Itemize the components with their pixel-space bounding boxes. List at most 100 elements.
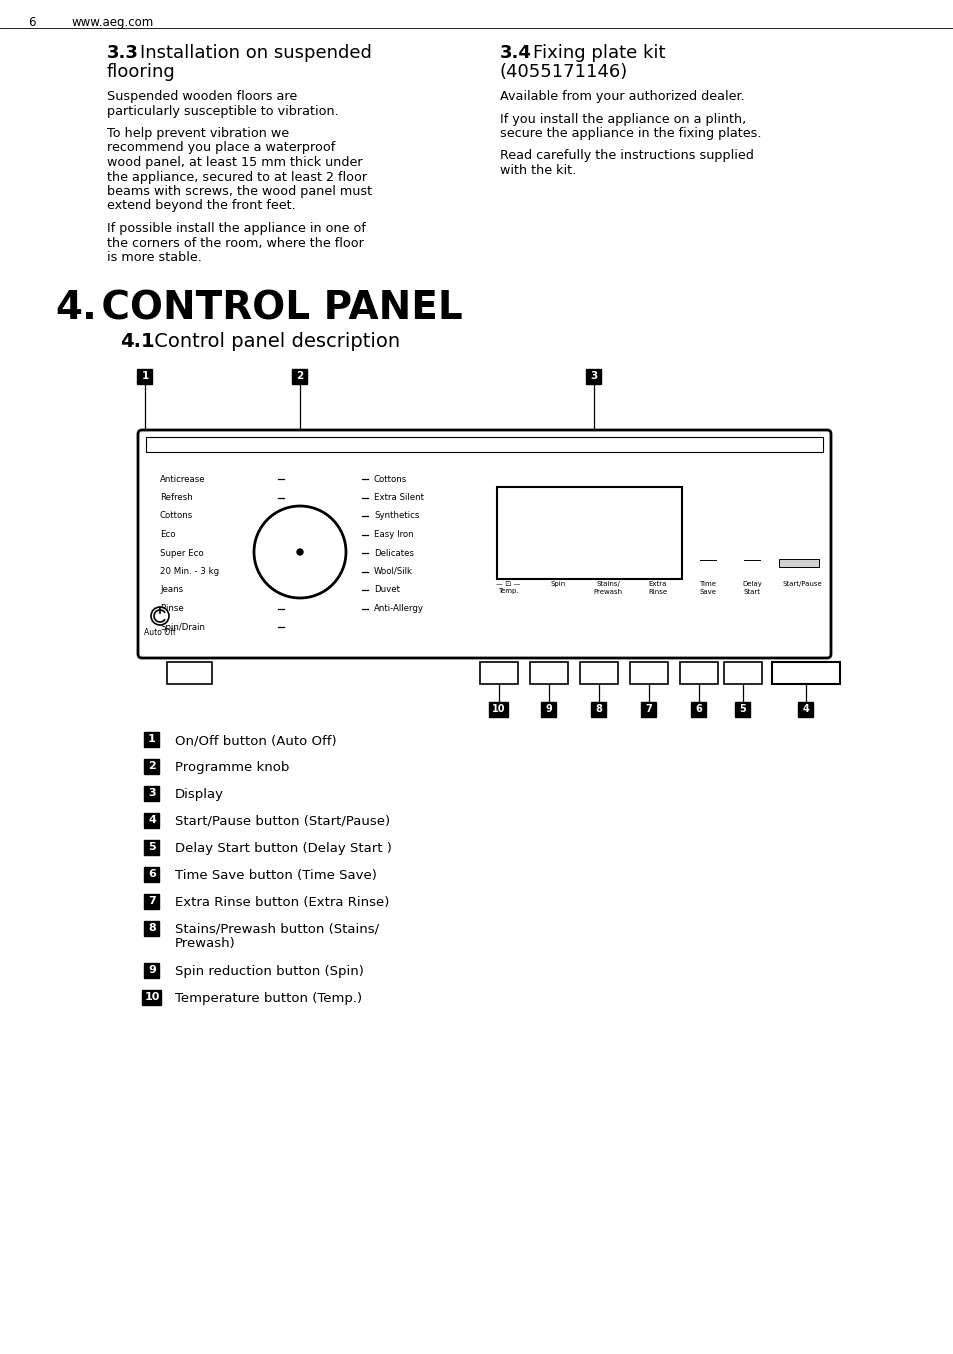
Bar <box>489 701 508 716</box>
Bar <box>146 437 822 452</box>
Text: with the kit.: with the kit. <box>499 164 576 177</box>
Text: secure the appliance in the fixing plates.: secure the appliance in the fixing plate… <box>499 127 760 139</box>
Text: Control panel description: Control panel description <box>148 332 399 351</box>
Text: Wool/Silk: Wool/Silk <box>374 567 413 575</box>
Text: Spin reduction button (Spin): Spin reduction button (Spin) <box>174 965 363 978</box>
Text: On/Off button (Auto Off): On/Off button (Auto Off) <box>174 734 336 747</box>
Text: Temperature button (Temp.): Temperature button (Temp.) <box>174 992 362 1005</box>
Text: 2: 2 <box>296 371 303 380</box>
Text: 6: 6 <box>28 16 35 28</box>
Text: 7: 7 <box>148 896 155 906</box>
Bar <box>497 487 681 580</box>
FancyBboxPatch shape <box>138 431 830 658</box>
Bar <box>144 963 159 978</box>
Text: Time Save button (Time Save): Time Save button (Time Save) <box>174 869 376 881</box>
Text: Easy Iron: Easy Iron <box>374 529 414 539</box>
Text: 4: 4 <box>148 815 155 825</box>
Bar <box>586 368 601 383</box>
Text: Anticrease: Anticrease <box>160 474 206 483</box>
Bar <box>640 701 656 716</box>
Text: 5: 5 <box>148 842 155 852</box>
Text: 8: 8 <box>595 704 601 714</box>
Bar <box>779 559 818 567</box>
Text: 10: 10 <box>492 704 505 714</box>
Text: Available from your authorized dealer.: Available from your authorized dealer. <box>499 89 744 103</box>
Text: Eco: Eco <box>160 529 175 539</box>
Bar <box>144 785 159 800</box>
Text: beams with screws, the wood panel must: beams with screws, the wood panel must <box>107 185 372 198</box>
Text: Extra Silent: Extra Silent <box>374 493 423 502</box>
Text: 3.4: 3.4 <box>499 43 532 62</box>
Text: Suspended wooden floors are: Suspended wooden floors are <box>107 89 297 103</box>
Text: recommend you place a waterproof: recommend you place a waterproof <box>107 142 335 154</box>
Text: is more stable.: is more stable. <box>107 250 202 264</box>
Text: Delay Start button (Delay Start ): Delay Start button (Delay Start ) <box>174 842 392 854</box>
Text: Cottons: Cottons <box>374 474 407 483</box>
Bar <box>541 701 556 716</box>
Text: extend beyond the front feet.: extend beyond the front feet. <box>107 199 295 213</box>
Bar <box>798 701 813 716</box>
Text: Stains/Prewash button (Stains/: Stains/Prewash button (Stains/ <box>174 923 378 936</box>
Text: Start/Pause: Start/Pause <box>781 581 821 588</box>
Text: Super Eco: Super Eco <box>160 548 203 558</box>
Text: 1: 1 <box>141 371 149 380</box>
Text: Extra
Rinse: Extra Rinse <box>648 581 667 594</box>
Bar <box>137 368 152 383</box>
Text: Spin/Drain: Spin/Drain <box>160 623 205 631</box>
Circle shape <box>151 607 169 626</box>
Bar <box>144 867 159 881</box>
Bar <box>144 839 159 854</box>
Text: Stains/
Prewash: Stains/ Prewash <box>593 581 622 594</box>
Text: 2: 2 <box>148 761 155 770</box>
Text: Delicates: Delicates <box>374 548 414 558</box>
Text: Delay
Start: Delay Start <box>741 581 761 594</box>
Bar <box>144 921 159 936</box>
Text: — ⊡ —
Temp.: — ⊡ — Temp. <box>496 581 519 594</box>
Text: Rinse: Rinse <box>160 604 184 613</box>
Text: Fixing plate kit: Fixing plate kit <box>533 43 665 62</box>
Bar <box>293 368 307 383</box>
Text: flooring: flooring <box>107 64 175 81</box>
Text: www.aeg.com: www.aeg.com <box>71 16 154 28</box>
Text: 5: 5 <box>739 704 745 714</box>
Text: the corners of the room, where the floor: the corners of the room, where the floor <box>107 237 363 249</box>
Text: CONTROL PANEL: CONTROL PANEL <box>88 288 462 328</box>
Text: Installation on suspended: Installation on suspended <box>140 43 372 62</box>
Text: 10: 10 <box>144 992 159 1002</box>
Text: 9: 9 <box>545 704 552 714</box>
Circle shape <box>296 548 303 555</box>
Text: If you install the appliance on a plinth,: If you install the appliance on a plinth… <box>499 112 745 126</box>
Text: Auto Off: Auto Off <box>144 628 175 636</box>
Text: 4: 4 <box>801 704 808 714</box>
Bar <box>629 662 667 684</box>
Text: Programme knob: Programme knob <box>174 761 289 774</box>
Text: Duvet: Duvet <box>374 585 399 594</box>
Text: 6: 6 <box>148 869 155 879</box>
Text: Time
Save: Time Save <box>699 581 716 594</box>
Text: Prewash): Prewash) <box>174 937 235 951</box>
Text: Display: Display <box>174 788 224 802</box>
Bar <box>167 662 212 684</box>
Text: Extra Rinse button (Extra Rinse): Extra Rinse button (Extra Rinse) <box>174 896 389 909</box>
Text: 20 Min. - 3 kg: 20 Min. - 3 kg <box>160 567 219 575</box>
Text: wood panel, at least 15 mm thick under: wood panel, at least 15 mm thick under <box>107 156 362 169</box>
Text: the appliance, secured to at least 2 floor: the appliance, secured to at least 2 flo… <box>107 171 367 184</box>
Text: Spin: Spin <box>550 581 565 588</box>
Bar <box>679 662 718 684</box>
Text: 4.1: 4.1 <box>120 332 154 351</box>
Bar <box>579 662 618 684</box>
Bar <box>479 662 517 684</box>
Bar <box>144 731 159 746</box>
Text: 7: 7 <box>645 704 652 714</box>
Text: Synthetics: Synthetics <box>374 512 419 520</box>
Bar <box>771 662 840 684</box>
Circle shape <box>253 506 346 598</box>
Text: 3.3: 3.3 <box>107 43 139 62</box>
Text: Start/Pause button (Start/Pause): Start/Pause button (Start/Pause) <box>174 815 390 829</box>
Bar <box>691 701 706 716</box>
Bar <box>735 701 750 716</box>
Text: 1: 1 <box>148 734 155 743</box>
Text: Anti-Allergy: Anti-Allergy <box>374 604 423 613</box>
Text: (4055171146): (4055171146) <box>499 64 628 81</box>
Text: Cottons: Cottons <box>160 512 193 520</box>
